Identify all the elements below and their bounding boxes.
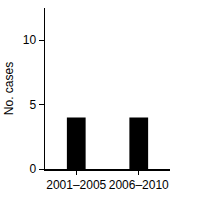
- svg-text:0: 0: [29, 162, 36, 176]
- svg-text:2001–2005: 2001–2005: [46, 178, 106, 192]
- svg-text:10: 10: [23, 33, 37, 47]
- svg-text:5: 5: [29, 98, 36, 112]
- svg-text:2006–2010: 2006–2010: [109, 178, 169, 192]
- svg-text:No. cases: No. cases: [2, 62, 16, 115]
